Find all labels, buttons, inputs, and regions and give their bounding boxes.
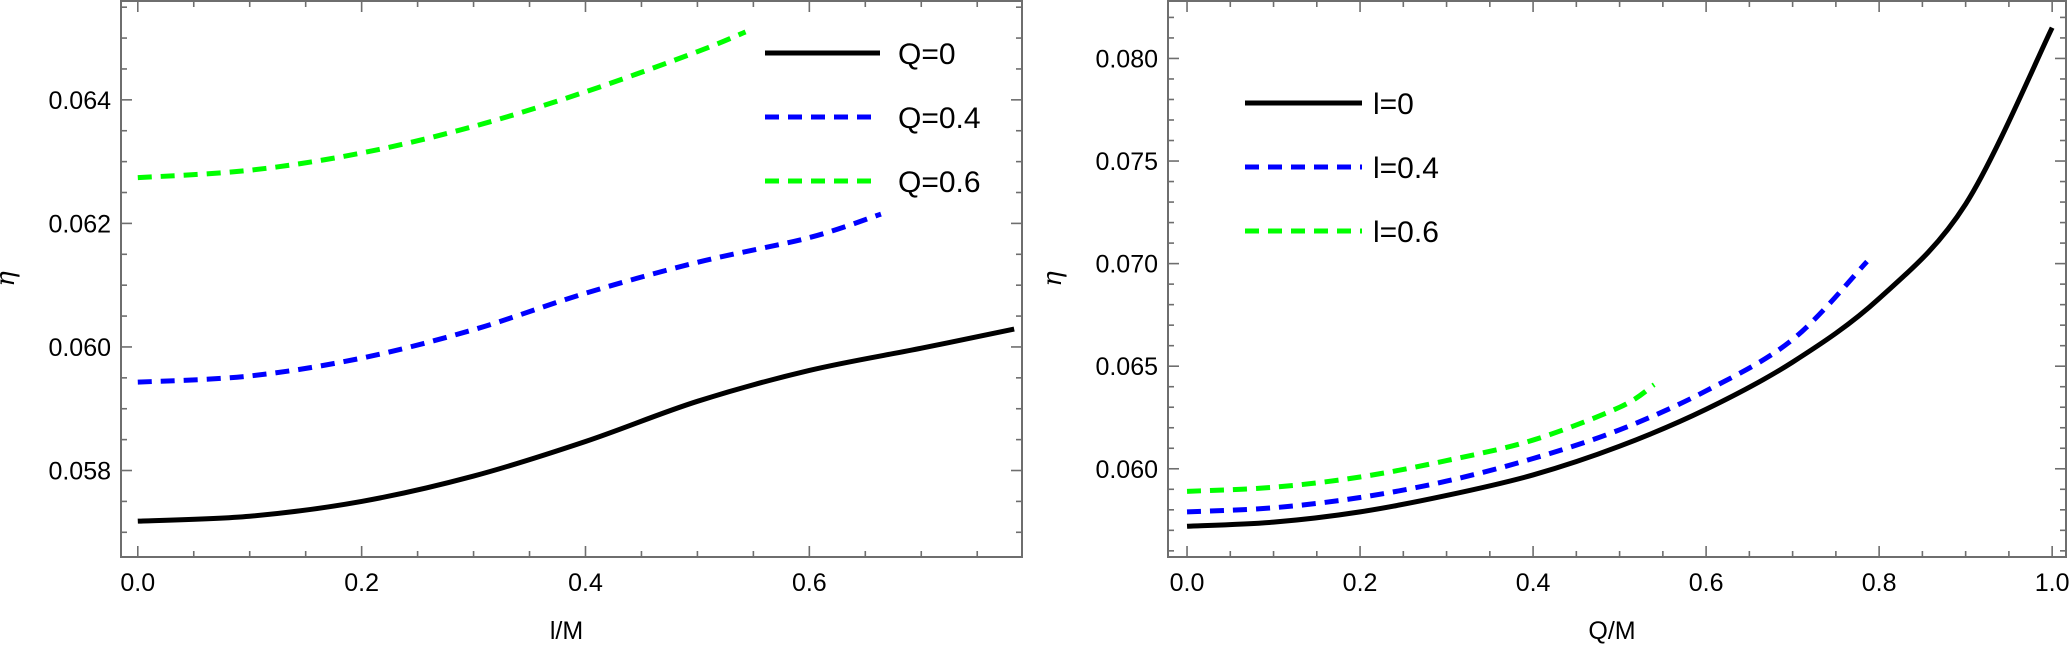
right-series-line-l0 — [1186, 26, 2055, 529]
left-legend-label-q04: Q=0.4 — [898, 102, 981, 135]
right-series-line-l04 — [1186, 259, 1869, 515]
right-ticks — [1168, 1, 2066, 557]
right-y-tick-label: 0.075 — [1095, 148, 1158, 176]
left-series-line-q04 — [137, 211, 882, 385]
right-legend: l=0 l=0.4 l=0.6 — [1245, 88, 1439, 249]
right-chart-panel: 0.0 0.2 0.4 0.6 0.8 1.0 0.060 0.065 0.07… — [1038, 0, 2070, 645]
left-legend-label-q06: Q=0.6 — [898, 166, 981, 199]
right-legend-label-l06: l=0.6 — [1373, 216, 1439, 249]
right-series-line-l06 — [1186, 382, 1656, 494]
left-legend-label-q0: Q=0 — [898, 38, 956, 71]
left-x-tick-label: 0.4 — [568, 569, 603, 597]
right-x-axis-label: Q/M — [1588, 617, 1635, 645]
left-y-tick-labels: 0.058 0.060 0.062 0.064 — [48, 87, 111, 486]
right-x-tick-labels: 0.0 0.2 0.4 0.6 0.8 1.0 — [1170, 569, 2070, 597]
right-x-tick-label: 0.6 — [1689, 569, 1724, 597]
left-legend: Q=0 Q=0.4 Q=0.6 — [765, 38, 981, 199]
right-legend-label-l0: l=0 — [1373, 88, 1414, 121]
right-legend-label-l04: l=0.4 — [1373, 152, 1439, 185]
left-series-line-q06 — [137, 29, 747, 181]
right-x-tick-label: 0.4 — [1516, 569, 1551, 597]
right-x-tick-label: 0.0 — [1170, 569, 1205, 597]
left-x-tick-label: 0.0 — [120, 569, 155, 597]
left-series-line-q0 — [137, 326, 1015, 524]
right-plot-frame — [1167, 0, 2067, 558]
left-series-lines — [137, 29, 1015, 524]
right-y-tick-label: 0.060 — [1095, 456, 1158, 484]
left-y-axis-label: η — [0, 271, 21, 287]
right-y-tick-label: 0.080 — [1095, 45, 1158, 73]
right-series-lines — [1186, 26, 2055, 529]
left-y-tick-label: 0.062 — [48, 210, 111, 238]
left-x-tick-label: 0.6 — [792, 569, 827, 597]
left-x-axis-label: l/M — [550, 617, 583, 645]
left-plot-frame — [120, 0, 1023, 558]
left-y-tick-label: 0.060 — [48, 334, 111, 362]
right-x-tick-label: 0.8 — [1862, 569, 1897, 597]
left-chart-panel: 0.0 0.2 0.4 0.6 0.058 0.060 0.062 0.064 … — [0, 0, 1023, 645]
right-x-tick-label: 0.2 — [1343, 569, 1378, 597]
left-x-tick-label: 0.2 — [344, 569, 379, 597]
left-x-tick-labels: 0.0 0.2 0.4 0.6 — [120, 569, 826, 597]
right-y-tick-label: 0.070 — [1095, 251, 1158, 279]
right-y-tick-label: 0.065 — [1095, 353, 1158, 381]
left-y-tick-label: 0.064 — [48, 87, 111, 115]
right-y-axis-label: η — [1038, 271, 1068, 287]
right-y-tick-labels: 0.060 0.065 0.070 0.075 0.080 — [1095, 45, 1158, 483]
right-x-tick-label: 1.0 — [2035, 569, 2070, 597]
left-y-tick-label: 0.058 — [48, 458, 111, 486]
left-ticks — [121, 1, 1022, 557]
